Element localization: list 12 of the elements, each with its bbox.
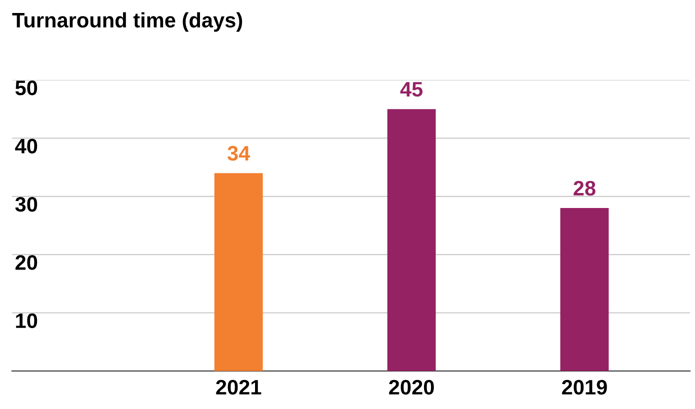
- data-label: 28: [574, 180, 596, 196]
- y-tick-label: 10: [16, 313, 38, 328]
- x-tick-label: 2021: [216, 380, 262, 395]
- x-tick-label: 2019: [562, 380, 607, 395]
- data-label: 34: [227, 146, 250, 161]
- y-tick-label: 20: [16, 255, 38, 270]
- data-label: 45: [400, 82, 423, 97]
- y-tick-label: 40: [15, 138, 38, 154]
- x-tick-label: 2020: [389, 380, 434, 395]
- y-tick-label: 50: [15, 80, 38, 96]
- y-tick-label: 30: [15, 196, 38, 212]
- chart-title: Turnaround time (days): [12, 12, 242, 32]
